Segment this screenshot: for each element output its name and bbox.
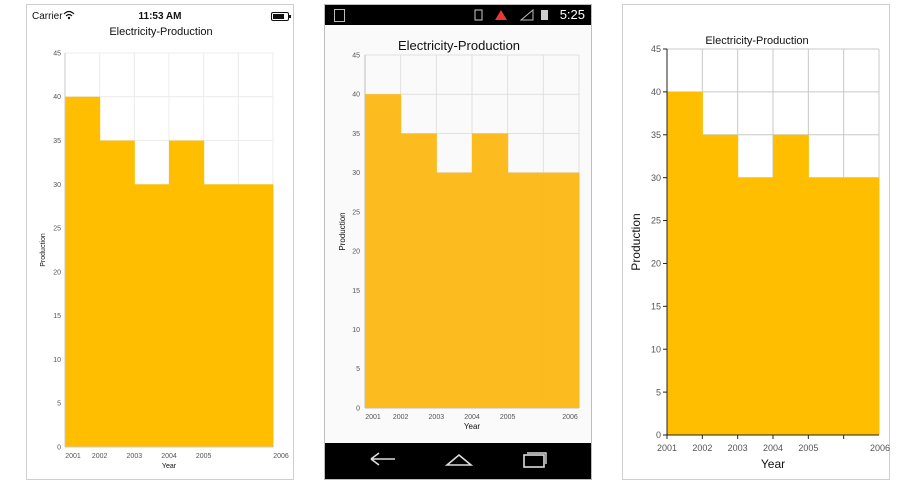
y-tick-label: 35 bbox=[651, 130, 661, 140]
step-area-segment bbox=[65, 96, 101, 448]
x-tick-label: 2005 bbox=[196, 453, 212, 460]
step-area-segment bbox=[507, 172, 544, 408]
battery-icon bbox=[541, 10, 548, 20]
y-tick-label: 30 bbox=[651, 173, 661, 183]
step-area-segment bbox=[843, 177, 880, 435]
y-tick-label: 25 bbox=[651, 216, 661, 226]
x-tick-label: 2004 bbox=[763, 443, 783, 453]
x-tick-label: 2002 bbox=[393, 414, 409, 421]
step-area-segment bbox=[702, 134, 739, 435]
x-axis-title: Year bbox=[761, 457, 785, 471]
y-tick-label: 10 bbox=[352, 327, 360, 334]
y-tick-label: 30 bbox=[53, 182, 61, 189]
step-area-segment bbox=[808, 177, 845, 435]
step-area-segment bbox=[169, 140, 205, 448]
y-tick-label: 40 bbox=[352, 92, 360, 99]
x-tick-label: 2006 bbox=[273, 453, 289, 460]
y-tick-label: 15 bbox=[53, 313, 61, 320]
step-area-segment bbox=[436, 172, 473, 408]
recents-icon[interactable] bbox=[521, 451, 549, 474]
y-tick-label: 10 bbox=[53, 357, 61, 364]
y-tick-label: 35 bbox=[53, 138, 61, 145]
y-axis-title: Production bbox=[629, 213, 643, 270]
y-tick-label: 45 bbox=[53, 50, 61, 57]
step-area-segment bbox=[737, 177, 774, 435]
x-tick-label: 2003 bbox=[127, 453, 143, 460]
y-tick-label: 0 bbox=[656, 430, 661, 440]
y-tick-label: 45 bbox=[651, 44, 661, 54]
y-tick-label: 20 bbox=[651, 259, 661, 269]
chart-android: Electricity-Production 0 5 10 15 20 25 30 35 40 45… bbox=[338, 38, 580, 431]
android-status-bar: 5:25 bbox=[325, 5, 591, 25]
y-tick-label: 5 bbox=[356, 366, 360, 373]
y-tick-label: 40 bbox=[651, 87, 661, 97]
signal-icon bbox=[519, 8, 534, 21]
chart-title: Electricity-Production bbox=[398, 38, 520, 53]
y-tick-label: 10 bbox=[651, 344, 661, 354]
x-tick-label: 2004 bbox=[464, 414, 480, 421]
y-tick-label: 45 bbox=[352, 52, 360, 59]
y-tick-label: 35 bbox=[352, 131, 360, 138]
y-tick-label: 25 bbox=[53, 226, 61, 233]
y-tick-label: 0 bbox=[356, 405, 360, 412]
x-tick-label: 2002 bbox=[92, 453, 108, 460]
status-time: 11:53 AM bbox=[138, 11, 182, 22]
step-area-segment bbox=[365, 94, 402, 408]
chart-uwp: Electricity-Production 0 5 10 15 20 25 30 35 40 45… bbox=[629, 35, 890, 471]
y-axis-title: Production bbox=[338, 212, 347, 250]
status-icons bbox=[474, 8, 565, 25]
step-area-segment bbox=[99, 140, 135, 448]
android-phone-panel: 5:25 Electricity-Production 0 5 10 15 20 25 30 3… bbox=[324, 4, 592, 480]
sim-icon bbox=[474, 9, 483, 21]
step-area-segment bbox=[134, 184, 170, 448]
x-tick-label: 2006 bbox=[870, 443, 890, 453]
windows-phone-panel: Electricity-Production 0 5 10 15 20 25 30 35 40 45… bbox=[622, 4, 890, 480]
back-icon[interactable] bbox=[369, 451, 397, 472]
x-tick-label: 2003 bbox=[429, 414, 445, 421]
y-axis-title: Production bbox=[40, 233, 47, 267]
notification-icon bbox=[334, 9, 345, 22]
y-tick-label: 15 bbox=[352, 288, 360, 295]
x-tick-label: 2002 bbox=[692, 443, 712, 453]
x-tick-label: 2006 bbox=[562, 414, 578, 421]
y-tick-label: 5 bbox=[57, 401, 61, 408]
y-tick-label: 0 bbox=[57, 444, 61, 451]
step-area-segment bbox=[203, 184, 239, 448]
y-tick-label: 40 bbox=[53, 94, 61, 101]
step-area-segment bbox=[400, 133, 437, 408]
y-tick-label: 5 bbox=[656, 387, 661, 397]
y-tick-label: 30 bbox=[352, 170, 360, 177]
ios-phone-panel: Carrier 11:53 AM Electricity-Production 0… bbox=[26, 4, 294, 480]
y-tick-label: 20 bbox=[352, 249, 360, 256]
status-time: 5:25 bbox=[559, 7, 585, 22]
x-tick-label: 2001 bbox=[657, 443, 677, 453]
android-nav-bar bbox=[325, 443, 591, 479]
battery-icon bbox=[271, 12, 291, 21]
chart-title: Electricity-Production bbox=[109, 26, 212, 38]
chart-title: Electricity-Production bbox=[705, 35, 808, 47]
step-area-segment bbox=[773, 134, 809, 435]
x-tick-label: 2001 bbox=[65, 453, 81, 460]
step-area-segment bbox=[472, 133, 509, 408]
alert-icon bbox=[495, 10, 507, 20]
x-tick-label: 2005 bbox=[798, 443, 818, 453]
y-tick-label: 25 bbox=[352, 209, 360, 216]
x-axis-title: Year bbox=[464, 422, 481, 431]
x-axis-title: Year bbox=[162, 463, 177, 470]
x-tick-label: 2001 bbox=[365, 414, 381, 421]
carrier-label: Carrier bbox=[32, 11, 63, 22]
wifi-icon bbox=[63, 10, 75, 23]
x-tick-label: 2005 bbox=[500, 414, 516, 421]
chart-ios: Electricity-Production 0 5 10 15 20 25 30 35 40 45… bbox=[40, 26, 289, 470]
y-tick-label: 20 bbox=[53, 269, 61, 276]
x-tick-label: 2004 bbox=[161, 453, 177, 460]
ios-status-bar: Carrier 11:53 AM bbox=[27, 5, 293, 25]
step-area-segment bbox=[238, 184, 274, 448]
x-tick-label: 2003 bbox=[728, 443, 748, 453]
step-area-segment bbox=[543, 172, 580, 408]
home-icon[interactable] bbox=[444, 451, 474, 472]
y-tick-label: 15 bbox=[651, 301, 661, 311]
step-area-segment bbox=[667, 91, 703, 435]
